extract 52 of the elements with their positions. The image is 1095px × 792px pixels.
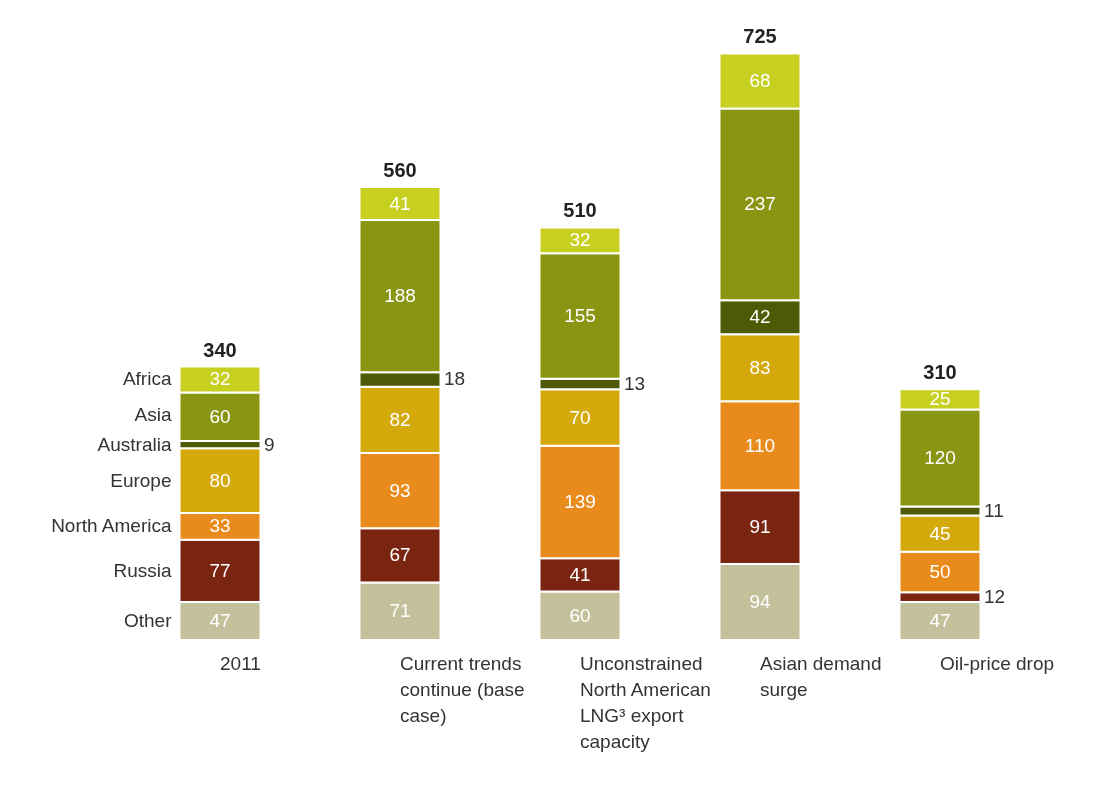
data-label: 70: [569, 406, 591, 428]
data-label: 110: [744, 434, 776, 456]
data-label: 18: [444, 368, 466, 390]
data-label: 50: [929, 561, 951, 583]
total-label: 725: [743, 25, 777, 48]
data-label: 33: [209, 515, 231, 537]
data-label: 32: [569, 229, 591, 251]
data-label: 60: [569, 604, 591, 626]
data-label: 47: [209, 609, 231, 631]
total-label: 340: [203, 338, 237, 361]
x-tick-label: Asian demand surge: [760, 652, 882, 700]
data-label: 67: [389, 544, 411, 566]
x-tick-label: Oil-price drop: [940, 652, 1055, 674]
series-label: Australia: [97, 433, 172, 455]
x-tick-label: 2011: [220, 652, 261, 674]
series-label: Europe: [110, 469, 172, 491]
data-label: 91: [749, 516, 771, 538]
series-label: Africa: [122, 368, 172, 390]
data-label: 45: [929, 522, 951, 544]
data-label: 68: [749, 69, 771, 91]
data-label: 32: [209, 368, 231, 390]
x-tick-label: Unconstrained North American LNG³ export capacity: [580, 652, 711, 752]
data-label: 11: [984, 499, 1004, 521]
data-label: 25: [929, 388, 951, 410]
data-label: 9: [264, 433, 275, 455]
total-label: 560: [383, 158, 417, 181]
data-label: 71: [389, 600, 411, 622]
data-label: 41: [569, 563, 591, 585]
series-label: Russia: [113, 559, 172, 581]
x-tick-label: Current trends continue (base case): [400, 652, 525, 726]
total-label: 510: [563, 199, 597, 222]
data-label: 83: [749, 356, 771, 378]
data-label: 155: [564, 304, 596, 326]
data-label: 120: [924, 446, 956, 468]
data-label: 41: [389, 192, 411, 214]
data-label: 80: [209, 469, 231, 491]
series-label: Asia: [134, 403, 172, 425]
data-label: 93: [389, 479, 411, 501]
data-label: 77: [209, 559, 231, 581]
series-label: Other: [123, 609, 173, 631]
data-label: 60: [209, 405, 231, 427]
data-label: 94: [749, 590, 771, 612]
series-label: North America: [51, 515, 172, 537]
data-label: 47: [929, 609, 951, 631]
data-label: 139: [564, 491, 596, 513]
data-label: 188: [384, 285, 416, 307]
data-label: 13: [624, 372, 646, 394]
data-label: 12: [984, 586, 1006, 608]
data-label: 42: [749, 306, 771, 328]
data-label: 237: [744, 193, 776, 215]
total-label: 310: [923, 361, 957, 384]
data-label: 82: [389, 408, 411, 430]
